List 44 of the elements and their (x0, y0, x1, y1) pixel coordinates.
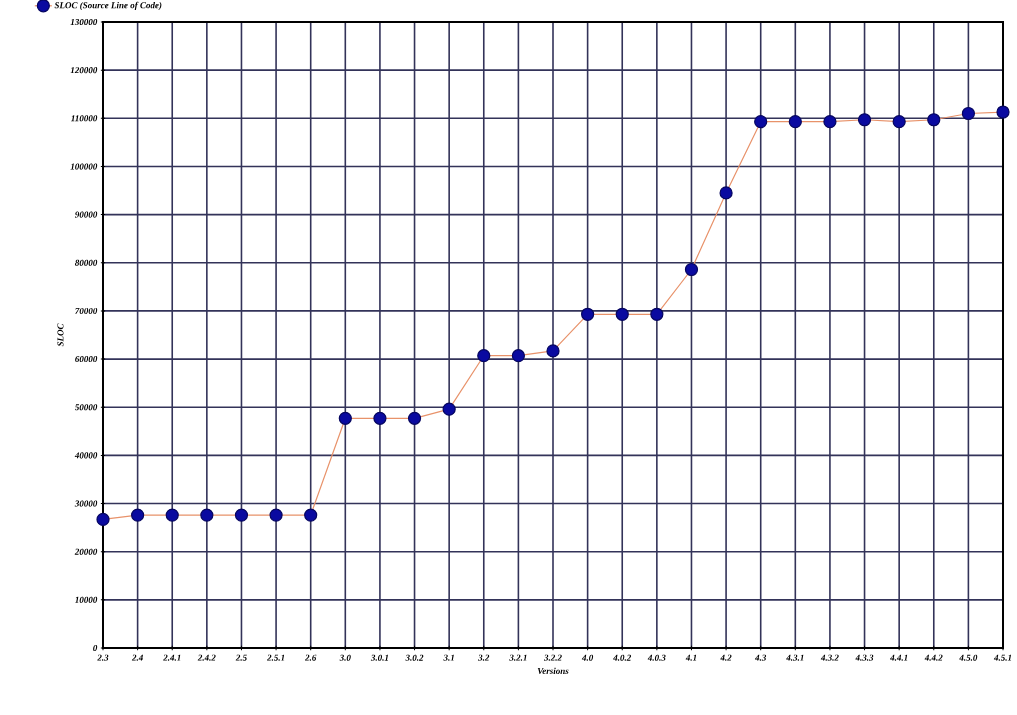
y-tick-label: 80000 (74, 259, 98, 266)
legend-label: SLOC (Source Line of Code) (54, 1, 162, 11)
x-axis-title: Versions (537, 667, 569, 675)
x-tick-label: 2.4.1 (163, 654, 181, 661)
x-tick-label: 3.0.1 (370, 654, 389, 661)
x-tick-label: 4.2 (720, 654, 732, 661)
x-tick-label: 4.4.2 (924, 654, 943, 661)
x-tick-label: 2.4 (131, 654, 143, 661)
x-tick-label: 2.5 (235, 654, 247, 661)
y-axis-title: SLOC (57, 323, 64, 347)
x-tick-label: 4.0 (581, 654, 594, 661)
x-tick-label: 3.0.2 (405, 654, 424, 661)
x-tick-label: 2.3 (97, 654, 109, 661)
y-tick-label: 90000 (74, 211, 98, 218)
y-tick-label: 0 (93, 644, 98, 652)
y-tick-label: 110000 (71, 115, 98, 122)
x-tick-label: 3.2.1 (509, 654, 527, 661)
x-tick-label: 4.5.0 (959, 654, 978, 661)
x-tick-label: 4.3 (754, 654, 767, 661)
x-tick-label: 3.2 (478, 654, 490, 661)
x-tick-label: 4.3.3 (855, 654, 874, 661)
x-tick-label: 3.2.2 (543, 654, 562, 661)
x-tick-label: 2.6 (304, 654, 317, 661)
y-tick-label: 120000 (70, 67, 98, 74)
x-tick-label: 3.0 (339, 654, 351, 661)
y-tick-label: 130000 (70, 18, 98, 26)
y-tick-label: 10000 (75, 596, 98, 603)
x-tick-label: 4.3.1 (786, 654, 804, 661)
x-tick-label: 2.5.1 (266, 654, 285, 661)
y-tick-label: 70000 (75, 307, 98, 314)
x-tick-label: 4.1 (685, 654, 697, 661)
y-tick-label: 50000 (74, 404, 98, 411)
y-tick-label: 20000 (74, 548, 98, 555)
y-tick-label: 60000 (75, 356, 98, 363)
x-tick-label: 2.4.2 (197, 654, 216, 661)
x-tick-label: 3.1 (443, 654, 454, 661)
x-tick-label: 4.3.2 (820, 654, 839, 661)
x-tick-label: 4.0.2 (613, 654, 632, 661)
y-tick-label: 30000 (74, 500, 98, 507)
y-tick-label: 100000 (70, 163, 98, 170)
y-tick-label: 40000 (74, 452, 98, 459)
x-tick-label: 4.5.1 (993, 654, 1012, 661)
x-tick-label: 4.0.3 (647, 654, 666, 661)
x-tick-label: 4.4.1 (890, 654, 908, 661)
